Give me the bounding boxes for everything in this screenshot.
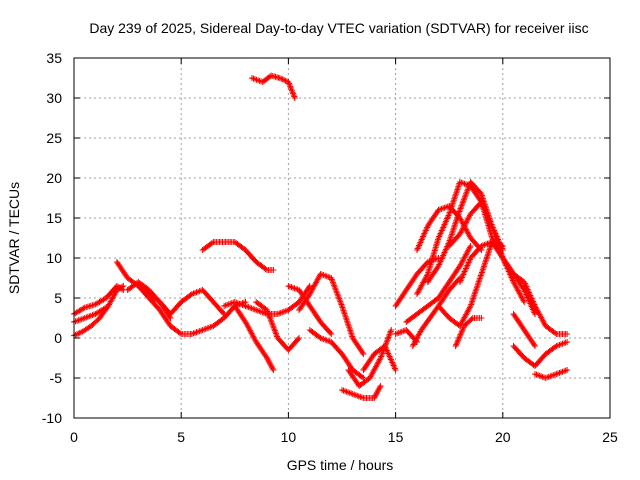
- x-axis-title: GPS time / hours: [287, 457, 394, 473]
- series-arc-19: [360, 343, 399, 373]
- series-arc-16: [306, 327, 367, 381]
- axis-ticks: 0 5 10 15 20 25 -10 -5 0 5 10 15 20 25 30 35: [42, 50, 618, 445]
- y-tick-label: 20: [46, 170, 62, 186]
- series-arc-9: [199, 239, 277, 273]
- series-markers: [167, 287, 228, 317]
- series-arc-6: [135, 283, 174, 317]
- series-markers: [249, 72, 298, 101]
- series-markers: [296, 271, 367, 357]
- data-points: [71, 72, 571, 401]
- series-arc-17: [339, 383, 384, 401]
- plot-frame: [73, 57, 611, 419]
- y-tick-label: 30: [46, 90, 62, 106]
- series-markers: [306, 327, 367, 381]
- y-tick-label: 25: [46, 130, 62, 146]
- series-arc-7: [167, 287, 228, 317]
- y-tick-label: 15: [46, 210, 62, 226]
- x-tick-label: 15: [388, 429, 404, 445]
- series-arc-31: [510, 339, 571, 369]
- series-arc-33: [510, 311, 538, 349]
- y-tick-label: 0: [54, 330, 62, 346]
- series-markers: [452, 315, 485, 349]
- y-tick-label: 10: [46, 250, 62, 266]
- series-arc-11: [231, 303, 277, 373]
- series-markers: [456, 239, 571, 337]
- series-markers: [510, 311, 538, 349]
- x-tick-label: 5: [177, 429, 185, 445]
- x-tick-label: 25: [602, 429, 618, 445]
- y-tick-label: -5: [50, 370, 63, 386]
- series-markers: [253, 299, 303, 353]
- series-arc-29: [456, 239, 571, 337]
- series-markers: [231, 303, 277, 373]
- chart-title: Day 239 of 2025, Sidereal Day-to-day VTE…: [89, 20, 588, 36]
- y-tick-label: -10: [42, 410, 62, 426]
- series-markers: [360, 343, 399, 373]
- y-tick-label: 5: [54, 290, 62, 306]
- series-arc-13: [253, 299, 303, 353]
- series-arc-12: [249, 72, 298, 101]
- series-arc-22: [403, 243, 474, 325]
- x-tick-label: 20: [495, 429, 511, 445]
- series-arc-30: [452, 315, 485, 349]
- series-markers: [199, 239, 277, 273]
- series-markers: [339, 383, 384, 401]
- x-tick-label: 0: [70, 429, 78, 445]
- series-markers: [135, 283, 174, 317]
- series-markers: [510, 339, 571, 369]
- x-tick-label: 10: [281, 429, 297, 445]
- series-markers: [403, 243, 474, 325]
- series-markers: [532, 367, 571, 381]
- series-arc-15: [296, 271, 367, 357]
- y-tick-label: 35: [46, 50, 62, 66]
- y-axis-title: SDTVAR / TECUs: [6, 182, 22, 294]
- series-arc-32: [532, 367, 571, 381]
